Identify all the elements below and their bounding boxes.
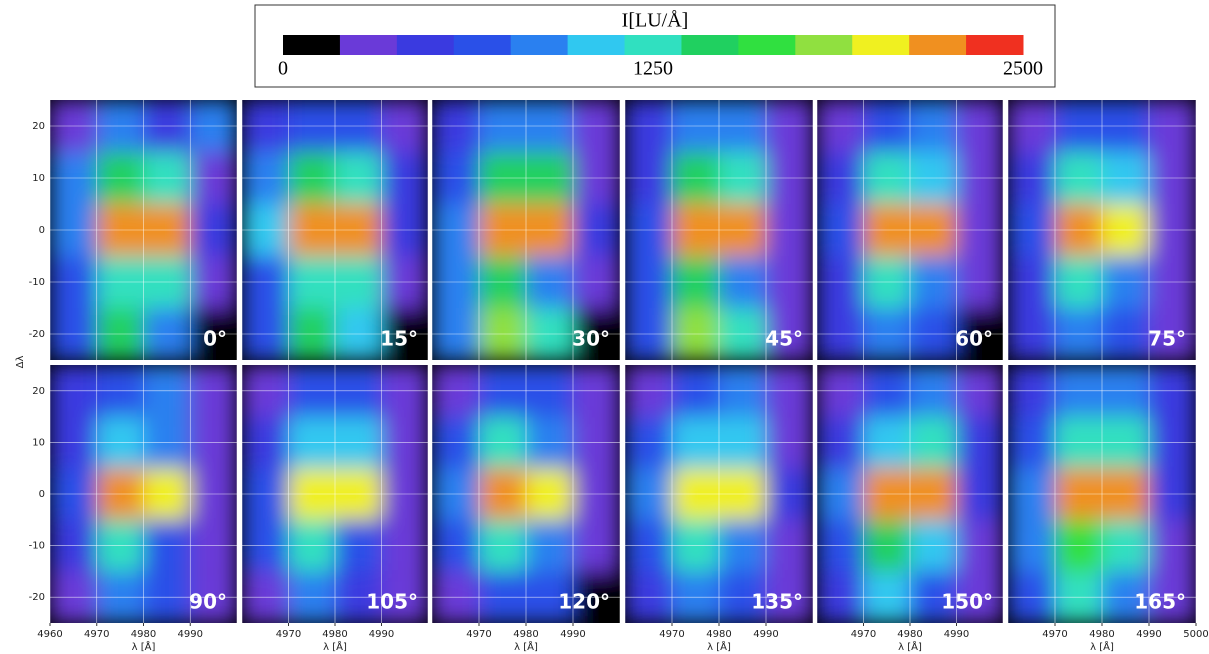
x-tick-label: 4970: [659, 629, 684, 640]
colorbar-segment: [795, 35, 853, 55]
panel: [817, 365, 1003, 623]
panel: [625, 365, 813, 623]
y-tick-label: 10: [32, 437, 45, 448]
panel-label: 105°: [366, 590, 418, 614]
x-axis-label: λ [Å]: [898, 640, 922, 653]
x-axis-label: λ [Å]: [707, 640, 731, 653]
panel-label: 90°: [189, 590, 227, 614]
colorbar-segment: [396, 35, 455, 55]
colorbar-tick-label: 2500: [1003, 58, 1043, 80]
panel-label: 30°: [572, 327, 610, 351]
panel-label: 75°: [1148, 327, 1186, 351]
panel-label: 15°: [380, 327, 418, 351]
colorbar-tick-label: 1250: [633, 58, 673, 80]
colorbar-segment: [510, 35, 569, 55]
colorbar-segment: [339, 35, 398, 55]
colorbar-segment: [966, 35, 1024, 55]
panel: [50, 365, 237, 623]
x-axis-label: λ [Å]: [1090, 640, 1114, 653]
y-tick-label: 20: [32, 386, 45, 397]
colorbar-segment: [681, 35, 739, 55]
colorbar-title: I[LU/Å]: [622, 10, 689, 32]
x-tick-label: 4960: [37, 629, 62, 640]
panel: [432, 100, 620, 360]
panel-label: 150°: [941, 590, 993, 614]
y-tick-label: -20: [29, 329, 45, 340]
panel-label: 165°: [1134, 590, 1186, 614]
x-tick-label: 4990: [560, 629, 585, 640]
y-tick-label: -10: [29, 277, 45, 288]
y-axis-label: Δλ: [15, 356, 26, 369]
panel: [817, 100, 1003, 360]
y-tick-label: 0: [39, 489, 45, 500]
colorbar-segment: [567, 35, 626, 55]
colorbar-segment: [453, 35, 512, 55]
panel-label: 60°: [955, 327, 993, 351]
x-tick-label: 4990: [178, 629, 203, 640]
colorbar-segment: [852, 35, 910, 55]
x-tick-label: 4980: [131, 629, 156, 640]
x-axis-label: λ [Å]: [514, 640, 538, 653]
x-tick-label: 4970: [84, 629, 109, 640]
x-tick-label: 4990: [1136, 629, 1161, 640]
panel: [242, 365, 428, 623]
x-tick-label: 4990: [369, 629, 394, 640]
x-tick-label: 4970: [466, 629, 491, 640]
x-axis-label: λ [Å]: [323, 640, 347, 653]
x-axis-label: λ [Å]: [132, 640, 156, 653]
panel: [1008, 100, 1196, 360]
x-tick-label: 4990: [944, 629, 969, 640]
y-tick-label: 20: [32, 121, 45, 132]
y-tick-label: 10: [32, 173, 45, 184]
x-tick-label: 4970: [1042, 629, 1067, 640]
y-tick-label: -10: [29, 541, 45, 552]
x-tick-label: 4970: [851, 629, 876, 640]
colorbar-segment: [624, 35, 682, 55]
colorbar-segment: [909, 35, 967, 55]
x-tick-label: 4980: [897, 629, 922, 640]
panel: [50, 100, 237, 360]
colorbar-segment: [738, 35, 796, 55]
panel-label: 135°: [751, 590, 803, 614]
panel-label: 0°: [203, 327, 227, 351]
x-tick-label: 4990: [753, 629, 778, 640]
panel: [625, 100, 813, 360]
panel: [432, 365, 620, 623]
x-tick-label: 4980: [1089, 629, 1114, 640]
x-tick-label: 4980: [513, 629, 538, 640]
panel: [1008, 365, 1196, 623]
x-tick-label: 4970: [276, 629, 301, 640]
panel-label: 120°: [558, 590, 610, 614]
x-tick-label: 4980: [322, 629, 347, 640]
colorbar-tick-label: 0: [278, 58, 288, 80]
panel-label: 45°: [765, 327, 803, 351]
y-tick-label: -20: [29, 592, 45, 603]
x-tick-label: 5000: [1183, 629, 1208, 640]
y-tick-label: 0: [39, 225, 45, 236]
colorbar-segment: [283, 35, 341, 55]
panel: [242, 100, 428, 360]
x-tick-label: 4980: [706, 629, 731, 640]
